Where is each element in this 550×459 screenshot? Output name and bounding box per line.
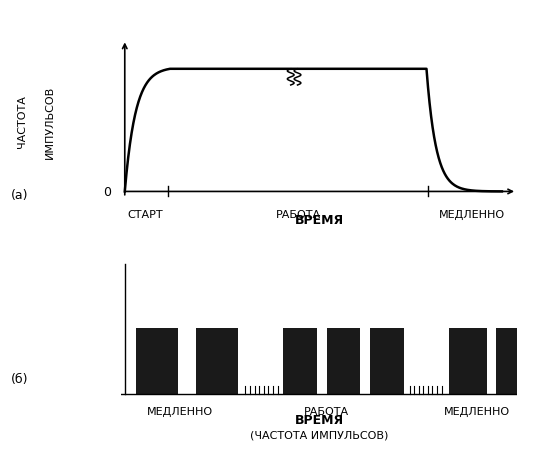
Text: РАБОТА: РАБОТА [276,209,321,219]
Text: МЕДЛЕННО: МЕДЛЕННО [146,406,212,416]
Bar [283,329,317,394]
Text: ВРЕМЯ: ВРЕМЯ [294,213,344,226]
Text: (б): (б) [11,372,29,385]
Bar [370,329,404,394]
Text: (ЧАСТОТА ИМПУЛЬСОВ): (ЧАСТОТА ИМПУЛЬСОВ) [250,429,388,439]
Bar [496,329,534,394]
Text: МЕДЛЕННО: МЕДЛЕННО [444,406,510,416]
Text: МЕДЛЕННО: МЕДЛЕННО [439,209,505,219]
Bar [327,329,360,394]
Text: ИМПУЛЬСОВ: ИМПУЛЬСОВ [45,85,54,158]
Text: ЧАСТОТА: ЧАСТОТА [17,95,27,148]
Text: СТАРТ: СТАРТ [128,209,163,219]
Bar [136,329,178,394]
Text: (а): (а) [11,189,29,202]
Text: ВРЕМЯ: ВРЕМЯ [294,413,344,426]
Text: РАБОТА: РАБОТА [304,406,349,416]
Text: 0: 0 [103,185,112,198]
Bar [196,329,238,394]
Bar [449,329,487,394]
